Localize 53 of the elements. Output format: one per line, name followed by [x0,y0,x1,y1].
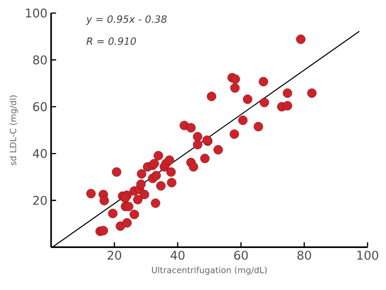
x-tick-label: 100 [357,250,378,260]
point [136,169,146,178]
point [230,83,240,92]
point [140,190,150,200]
y-tick-label: 60 [33,102,47,112]
annotation: y = 0.95x - 0.38 [86,15,167,25]
point [98,226,108,236]
point [238,115,248,125]
point [120,193,130,203]
point [258,76,268,86]
x-axis-title: Ultracentrifugation (mg/dL) [152,266,267,275]
x-tick-label: 80 [297,250,312,260]
y-tick-label: 20 [33,196,47,205]
y-tick-label: 100 [26,8,47,18]
point [260,98,270,108]
y-axis-title: sd LDL-C (mg/dl) [10,95,18,165]
point [124,202,134,211]
point [122,218,132,228]
annotation: R = 0.910 [86,37,136,45]
point [192,132,202,142]
point [213,144,223,154]
point [254,122,264,132]
point [166,167,176,177]
point [282,88,292,98]
point [156,180,166,190]
point [112,167,122,177]
point [230,74,240,84]
point [166,178,176,188]
point [186,122,196,132]
point [154,150,164,160]
y-tick-label: 40 [32,148,47,158]
point [108,208,118,218]
x-tick-label: 60 [234,250,248,260]
point [133,194,142,204]
point [282,100,292,110]
point [100,196,109,206]
point [200,154,210,163]
point [230,129,240,139]
point [130,210,140,219]
point [164,155,174,165]
y-tick-label: 80 [33,55,47,64]
point [242,94,252,104]
point [307,88,317,98]
point [296,34,306,44]
point [136,179,146,189]
x-tick-label: 40 [170,250,184,260]
point [192,140,202,150]
point [150,198,160,208]
point [151,170,161,180]
point [188,162,198,172]
point [86,188,96,198]
point [206,92,216,101]
x-tick-label: 20 [108,250,122,260]
